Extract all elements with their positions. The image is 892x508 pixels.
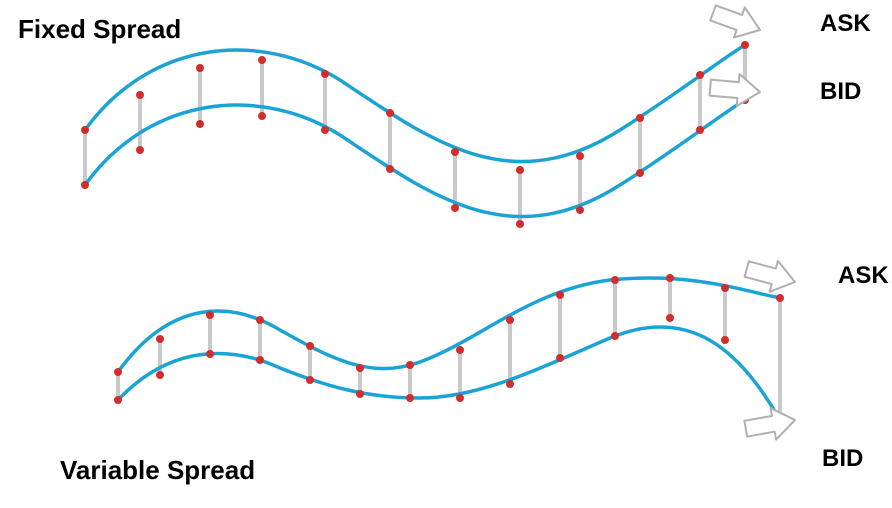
- fixed-ask-label: ASK: [820, 10, 871, 38]
- fixed-bid-curve: [85, 100, 745, 217]
- fixed-ask-arrow-icon: [708, 0, 766, 45]
- fixed-bid-arrow-icon: [709, 72, 762, 108]
- fixed-spread-title: Fixed Spread: [18, 14, 181, 45]
- spread-diagram-canvas: [0, 0, 892, 508]
- variable-spread-diagram: [114, 254, 799, 445]
- fixed-spread-diagram: [81, 0, 765, 228]
- variable-ask-curve: [118, 278, 780, 372]
- variable-ask-label: ASK: [838, 262, 889, 290]
- fixed-dots: [81, 41, 749, 228]
- fixed-bid-label: BID: [820, 78, 861, 106]
- variable-bid-arrow-icon: [743, 404, 798, 444]
- fixed-ask-curve: [85, 45, 745, 162]
- variable-spread-title: Variable Spread: [60, 455, 255, 486]
- variable-bid-curve: [118, 327, 780, 420]
- fixed-connectors: [85, 45, 745, 224]
- variable-bid-label: BID: [822, 445, 863, 473]
